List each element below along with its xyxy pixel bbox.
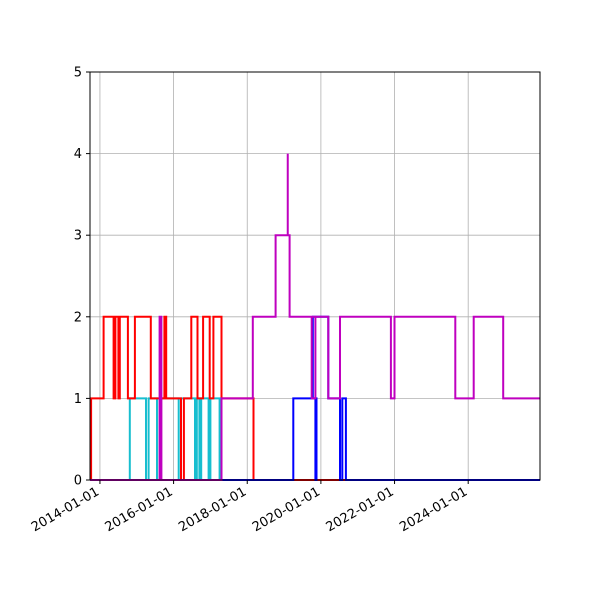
x-tick-label: 2014-01-01	[29, 484, 102, 535]
x-tick-label: 2022-01-01	[324, 484, 397, 535]
x-tick-label: 2020-01-01	[250, 484, 323, 535]
y-tick-label: 1	[74, 392, 82, 407]
y-tick-label: 5	[74, 66, 82, 81]
x-tick-label: 2018-01-01	[176, 484, 249, 535]
y-tick-label: 2	[74, 310, 82, 325]
plot-frame	[89, 71, 541, 481]
x-tick-label: 2016-01-01	[103, 484, 176, 535]
y-tick-label: 3	[74, 229, 82, 244]
y-axis: 0 1 2 3 4 5	[74, 66, 90, 489]
series-red-line	[90, 315, 540, 481]
series-magenta-line	[90, 234, 540, 481]
y-tick-label: 0	[74, 474, 82, 489]
x-axis: 2014-01-01 2016-01-01 2018-01-01 2020-01-01…	[29, 480, 470, 535]
y-tick-label: 4	[74, 147, 82, 162]
x-tick-label: 2024-01-01	[397, 484, 470, 535]
